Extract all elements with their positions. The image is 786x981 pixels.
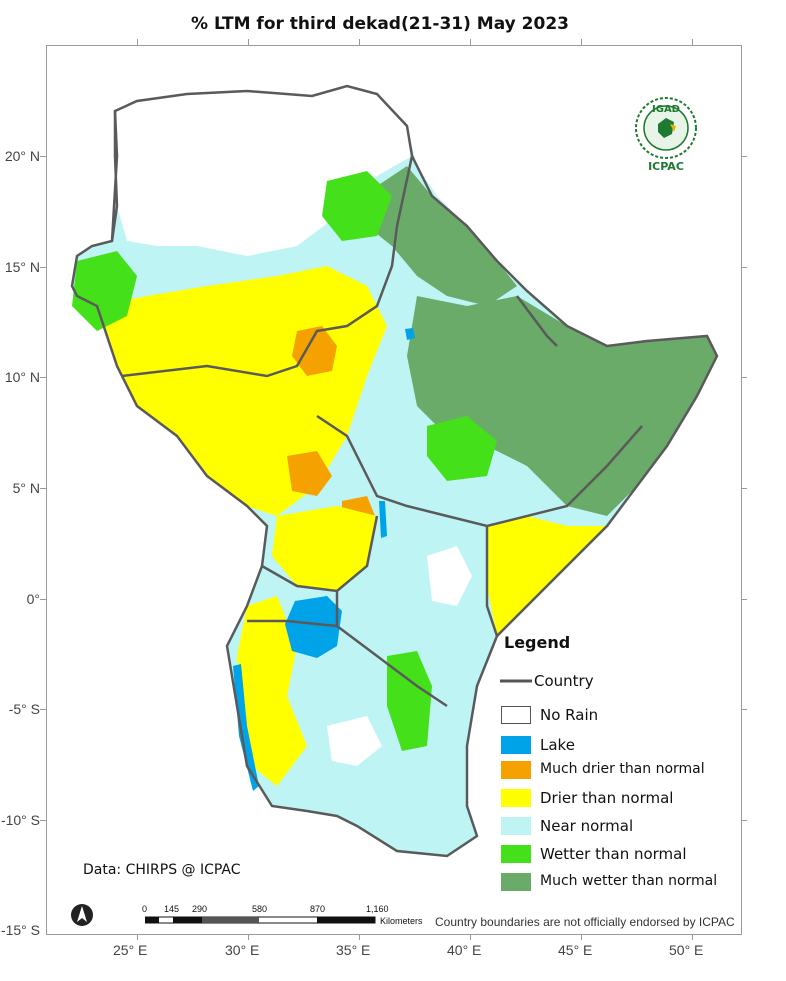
lon-tick (359, 39, 360, 45)
lon-label-40e: 40° E (447, 942, 482, 958)
lat-tick (40, 599, 46, 600)
disclaimer: Country boundaries are not officially en… (435, 915, 735, 929)
lon-tick (359, 934, 360, 940)
lat-tick (40, 377, 46, 378)
scale-label: 580 (252, 904, 268, 914)
legend-swatch (501, 736, 531, 754)
lat-tick (40, 267, 46, 268)
region-wetter-c (427, 416, 497, 481)
lon-tick (581, 39, 582, 45)
lon-tick (581, 934, 582, 940)
lat-tick (741, 267, 747, 268)
scale-label: 145 (164, 904, 180, 914)
lat-tick (40, 709, 46, 710)
lon-tick (248, 39, 249, 45)
region-no-rain-tz (327, 716, 382, 766)
lon-label-35e: 35° E (336, 942, 371, 958)
logo-top-text: IGAD (652, 104, 680, 115)
logo-bottom-text: ICPAC (648, 160, 684, 173)
scale-label: 1,160 (366, 904, 389, 914)
legend-swatch (501, 873, 531, 891)
country-boundaries (70, 84, 719, 858)
region-no-rain-kenya (427, 546, 472, 606)
igad-emblem-icon (635, 97, 697, 159)
lake-tana (405, 328, 415, 340)
lat-tick (741, 156, 747, 157)
legend-label: Much drier than normal (540, 761, 705, 777)
region-much-drier-a (292, 326, 337, 376)
lat-tick (741, 820, 747, 821)
lon-label-50e: 50° E (669, 942, 704, 958)
lat-tick (40, 156, 46, 157)
lat-tick (741, 488, 747, 489)
lat-label-15n: 15° N (4, 259, 40, 275)
lon-tick (692, 934, 693, 940)
lat-tick (40, 488, 46, 489)
scale-label: 290 (192, 904, 208, 914)
lat-label-10n: 10° N (4, 369, 40, 385)
scale-bar-graphic (145, 916, 376, 924)
legend-label: Country (534, 672, 594, 690)
legend-swatch (501, 817, 531, 835)
lon-tick (137, 934, 138, 940)
legend-title: Legend (504, 633, 571, 652)
region-much-drier-b (287, 451, 332, 496)
scale-unit: Kilometers (380, 916, 423, 926)
legend-label: Drier than normal (540, 789, 674, 807)
lon-tick (692, 39, 693, 45)
lon-label-25e: 25° E (113, 942, 148, 958)
lat-tick (40, 820, 46, 821)
lat-tick (741, 709, 747, 710)
region-drier-east (487, 516, 607, 636)
lake-tanganyika (233, 664, 259, 791)
lon-label-45e: 45° E (558, 942, 593, 958)
scale-bar: 0 145 290 580 870 1,160 Kilometers (140, 904, 440, 930)
lat-label-10s: -10° S (0, 812, 40, 828)
lake-turkana (379, 501, 387, 538)
lon-label-30e: 30° E (225, 942, 260, 958)
region-near-normal (72, 86, 717, 856)
lat-label-5s: -5° S (8, 701, 40, 717)
lat-label-0: 0° (26, 591, 40, 607)
legend-swatch (501, 789, 531, 807)
legend-label: Near normal (540, 817, 634, 835)
scale-label: 870 (310, 904, 326, 914)
legend-swatch (501, 706, 531, 724)
legend-label: Lake (540, 736, 575, 754)
legend-label: Much wetter than normal (540, 873, 718, 889)
data-source: Data: CHIRPS @ ICPAC (83, 862, 241, 878)
region-wetter-a (72, 251, 137, 331)
lake-victoria (285, 596, 342, 658)
country-line-swatch (500, 679, 532, 683)
lat-tick (741, 599, 747, 600)
region-much-wetter-ethiopia (407, 296, 717, 516)
map-frame (46, 45, 742, 935)
region-drier-south (237, 596, 307, 786)
lon-tick (248, 934, 249, 940)
lon-tick (470, 934, 471, 940)
lon-tick (137, 39, 138, 45)
lat-label-20n: 20° N (4, 148, 40, 164)
icpac-logo: IGAD ICPAC (630, 94, 702, 176)
lat-label-5n: 5° N (12, 480, 40, 496)
lon-tick (470, 39, 471, 45)
rainfall-anomaly-map (70, 84, 719, 858)
region-drier-uganda (272, 506, 377, 591)
lat-tick (741, 377, 747, 378)
scale-label: 0 (142, 904, 148, 914)
legend-swatch (501, 845, 531, 863)
region-wetter-b (322, 171, 392, 241)
north-arrow-icon (70, 903, 94, 927)
map-title: % LTM for third dekad(21-31) May 2023 (191, 14, 569, 34)
legend-label: No Rain (540, 706, 599, 724)
region-much-wetter-ne (367, 166, 517, 306)
legend-label: Wetter than normal (540, 845, 687, 863)
region-wetter-d (387, 651, 432, 751)
legend-swatch (501, 761, 531, 779)
lat-label-15s: -15° S (0, 922, 40, 938)
